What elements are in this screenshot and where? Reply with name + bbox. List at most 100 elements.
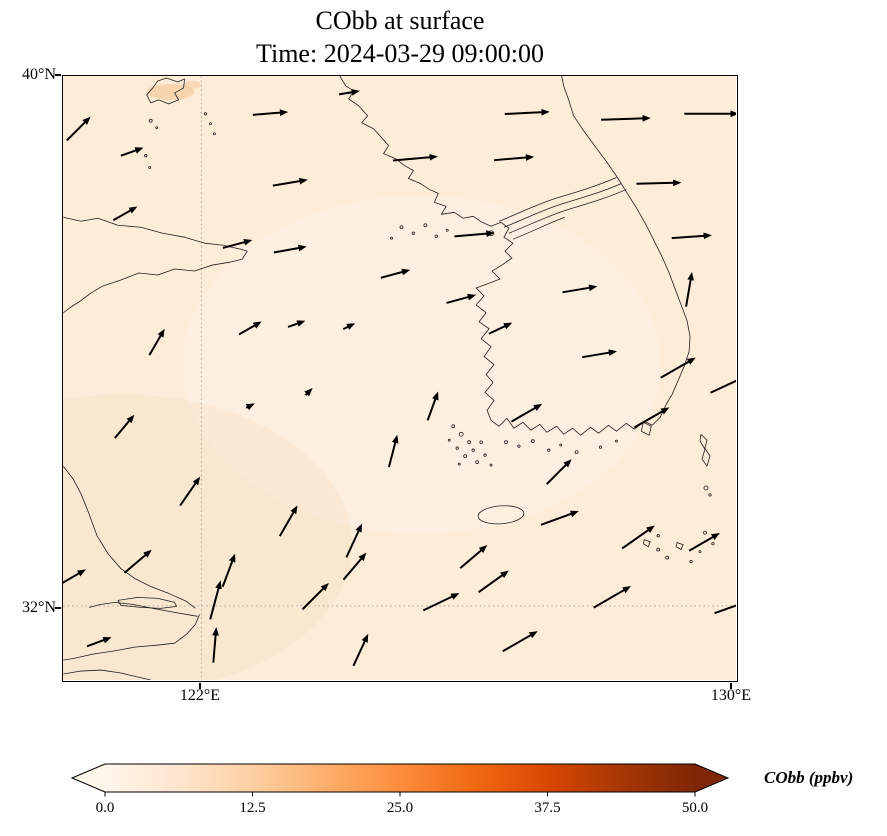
wind-arrow: [593, 586, 632, 609]
co-field-southwest-tint: [63, 394, 352, 680]
wind-arrow: [123, 549, 152, 574]
wind-arrow: [488, 322, 513, 335]
colorbar-tick-label: 12.5: [239, 800, 265, 816]
wind-arrow: [345, 523, 363, 558]
wind-arrow: [540, 510, 579, 526]
wind-arrow: [660, 357, 696, 379]
wind-arrow: [562, 284, 598, 294]
coastline-liaodong: [146, 77, 185, 105]
wind-arrow: [685, 271, 694, 307]
coastline-china-shanghai: [63, 614, 200, 661]
wind-arrow: [714, 604, 736, 615]
wind-arrow: [633, 407, 670, 429]
wind-arrow: [221, 553, 236, 588]
wind-arrow: [342, 323, 356, 331]
wind-arrow: [342, 552, 367, 581]
wind-arrow: [148, 328, 165, 356]
colorbar: 0.0 12.5 25.0 37.5 50.0: [70, 763, 730, 816]
coastline-shandong: [63, 216, 248, 314]
coastline-geoje-island: [640, 421, 652, 436]
xtick-mark-130e: [730, 683, 732, 689]
wind-arrow: [387, 434, 399, 468]
wind-arrow: [426, 391, 439, 421]
coastline-tsushima-island: [699, 433, 711, 467]
coastline-yangtze-south-bank: [88, 601, 198, 617]
wind-arrow: [446, 293, 477, 304]
wind-arrow: [179, 476, 201, 507]
wind-quiver: [63, 88, 736, 667]
wind-arrow: [454, 230, 495, 238]
wind-arrow: [222, 238, 253, 249]
xtick-label-130e: 130°E: [710, 687, 752, 704]
wind-arrow: [252, 109, 289, 117]
wind-arrow: [688, 533, 720, 552]
colorbar-label: CObb (ppbv): [764, 768, 854, 787]
coastline-china-jiangsu: [63, 465, 196, 609]
coastlines: [63, 76, 711, 680]
wind-arrow: [338, 88, 361, 96]
wind-arrow: [478, 570, 509, 593]
coastline-jeju-island: [477, 505, 525, 525]
wind-arrow: [546, 459, 572, 485]
wind-arrow: [601, 114, 651, 122]
map-canvas: [63, 76, 736, 680]
wind-arrow: [392, 153, 438, 162]
wind-arrow: [114, 414, 135, 439]
map-plot-area: [62, 75, 738, 682]
coastline-chongming-island: [117, 597, 178, 609]
wind-arrow: [671, 232, 712, 240]
coastline-river-2: [503, 183, 622, 228]
colorbar-gradient: [105, 764, 695, 792]
wind-arrow: [120, 147, 144, 157]
wind-arrow: [287, 320, 306, 328]
wind-arrow: [272, 177, 308, 187]
wind-arrow: [304, 387, 313, 397]
wind-arrow: [636, 179, 682, 187]
coastline-river-1: [498, 177, 617, 222]
wind-arrow: [245, 403, 255, 411]
coastline-hangzhou-bay: [63, 669, 151, 680]
wind-arrow: [209, 580, 222, 620]
chart-title: CObb at surface Time: 2024-03-29 09:00:0…: [62, 4, 738, 70]
chart-title-line1: CObb at surface: [315, 6, 485, 35]
co-field-hotspot-small: [183, 80, 202, 89]
wind-arrow: [380, 268, 411, 279]
coastline-river-4: [512, 216, 565, 240]
colorbar-ticks: [104, 792, 696, 797]
wind-arrow: [422, 593, 460, 612]
colorbar-tick-label: 37.5: [534, 800, 560, 816]
wind-arrow: [112, 206, 138, 222]
ytick-label-40n: 40°N: [22, 66, 56, 83]
ytick-mark-40n: [55, 74, 61, 76]
xtick-mark-122e: [199, 683, 201, 689]
colorbar-extend-max: [695, 764, 728, 792]
coastline-river-3: [508, 189, 627, 234]
co-field-light-patch: [182, 195, 661, 534]
coastline-korea: [339, 76, 691, 436]
colorbar-tick-label: 0.0: [96, 800, 115, 816]
wind-arrow: [710, 379, 736, 394]
wind-arrow: [63, 569, 86, 584]
wind-arrow: [278, 505, 298, 537]
ytick-label-32n: 32°N: [22, 599, 56, 616]
wind-arrow: [504, 108, 550, 116]
wind-arrow: [352, 633, 369, 667]
colorbar-tick-label: 50.0: [682, 800, 708, 816]
wind-arrow: [510, 403, 543, 423]
wind-arrow: [582, 349, 618, 359]
wind-arrow: [493, 154, 535, 162]
colorbar-extend-min: [72, 764, 105, 792]
chart-title-line2: Time: 2024-03-29 09:00:00: [256, 39, 544, 68]
wind-arrow: [502, 631, 538, 653]
wind-arrow: [459, 545, 488, 569]
wind-arrow: [212, 627, 219, 663]
co-field-hotspot: [146, 83, 195, 100]
wind-arrow: [66, 116, 91, 142]
wind-arrow: [621, 525, 655, 550]
colorbar-tick-labels: 0.0 12.5 25.0 37.5 50.0: [96, 800, 709, 816]
colorbar-tick-label: 25.0: [387, 800, 413, 816]
wind-arrow: [301, 582, 329, 610]
wind-arrow: [273, 244, 307, 254]
wind-arrow: [238, 321, 262, 336]
